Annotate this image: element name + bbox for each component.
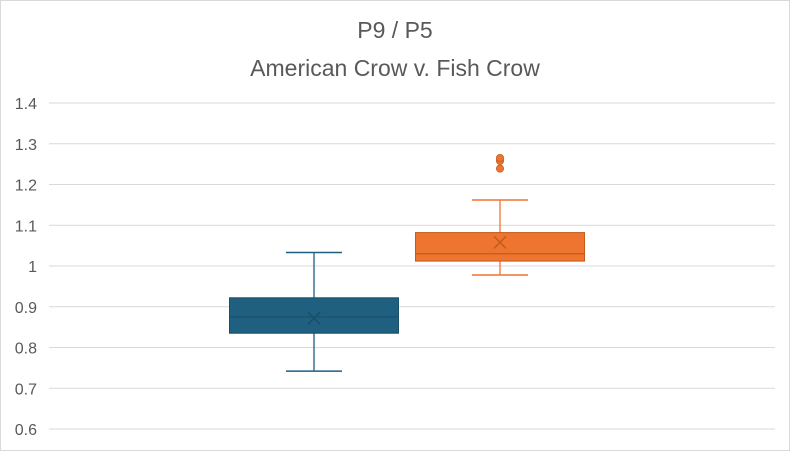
box xyxy=(415,232,585,262)
y-tick-label: 1.4 xyxy=(15,96,37,113)
chart-subtitle: American Crow v. Fish Crow xyxy=(250,55,540,81)
y-tick-label: 1.3 xyxy=(15,137,37,154)
box xyxy=(229,297,399,334)
mean-marker xyxy=(493,235,507,249)
y-tick-label: 0.9 xyxy=(15,300,37,317)
y-tick-label: 0.8 xyxy=(15,341,37,358)
y-tick-label: 1.1 xyxy=(15,218,37,235)
mean-marker xyxy=(307,311,321,325)
y-tick-label: 0.7 xyxy=(15,381,37,398)
y-tick-label: 0.6 xyxy=(15,422,37,439)
y-tick-label: 1 xyxy=(28,259,37,276)
chart-title: P9 / P5 xyxy=(357,17,433,43)
y-tick-label: 1.2 xyxy=(15,178,37,195)
outlier-point xyxy=(495,164,504,173)
outlier-point xyxy=(495,154,504,163)
